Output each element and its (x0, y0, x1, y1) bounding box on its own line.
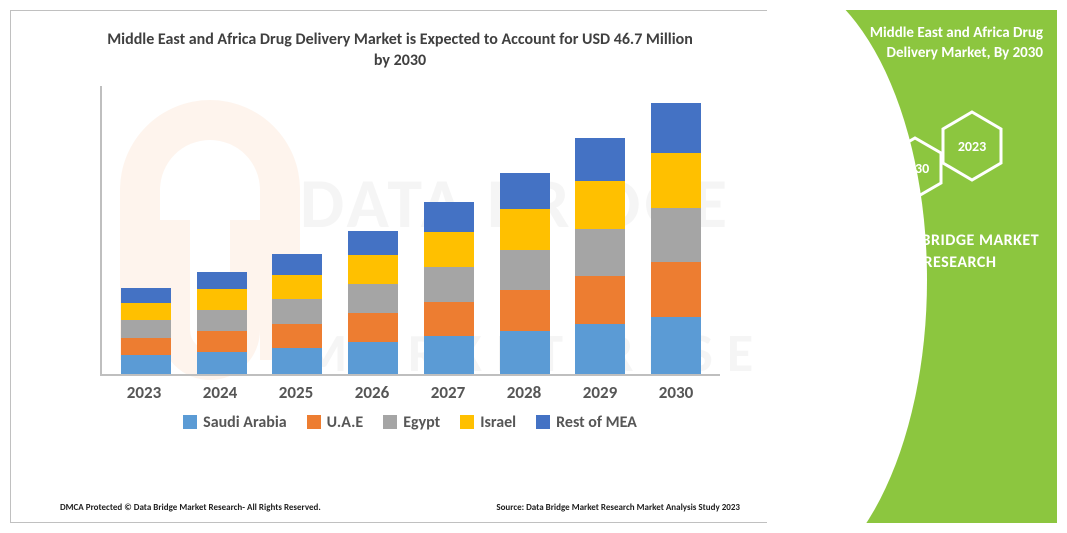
bar-seg-2030-rest-of-mea (651, 103, 701, 153)
bar-seg-2023-israel (121, 303, 171, 320)
legend-swatch (183, 415, 197, 429)
bar-seg-2025-israel (272, 275, 322, 299)
bar-seg-2029-u.a.e (575, 276, 625, 324)
xlabel-2026: 2026 (347, 382, 397, 403)
bar-seg-2028-egypt (500, 250, 550, 291)
bar-seg-2024-israel (197, 289, 247, 310)
bar-seg-2025-u.a.e (272, 324, 322, 348)
bar-seg-2028-israel (500, 209, 550, 250)
hexagon-back-label: 2030 (901, 160, 929, 177)
bar-seg-2025-rest-of-mea (272, 254, 322, 275)
bar-seg-2024-egypt (197, 310, 247, 331)
legend-swatch (383, 415, 397, 429)
bar-2026 (348, 231, 398, 374)
bar-seg-2027-egypt (424, 267, 474, 302)
xlabel-2029: 2029 (575, 382, 625, 403)
bar-2027 (424, 202, 474, 374)
bar-2024 (197, 272, 247, 374)
bar-seg-2026-rest-of-mea (348, 231, 398, 255)
chart-container: Middle East and Africa Drug Delivery Mar… (60, 20, 740, 490)
bar-seg-2029-saudi-arabia (575, 324, 625, 374)
legend-item-israel: Israel (460, 413, 516, 432)
bar-seg-2029-rest-of-mea (575, 138, 625, 181)
bar-seg-2025-egypt (272, 299, 322, 323)
bar-seg-2027-saudi-arabia (424, 336, 474, 373)
hexagon-group: 2030 2023 (897, 108, 1057, 218)
bar-seg-2026-u.a.e (348, 313, 398, 342)
xlabel-2024: 2024 (195, 382, 245, 403)
bar-seg-2030-u.a.e (651, 262, 701, 317)
right-panel-brand: DATA BRIDGE MARKET RESEARCH (877, 230, 1043, 275)
bar-seg-2030-saudi-arabia (651, 317, 701, 374)
legend-swatch (536, 415, 550, 429)
bar-seg-2024-u.a.e (197, 331, 247, 352)
bar-seg-2029-egypt (575, 229, 625, 277)
bar-2023 (121, 288, 171, 374)
chart-plot (100, 86, 720, 376)
right-panel: Middle East and Africa Drug Delivery Mar… (767, 10, 1057, 523)
bar-seg-2027-israel (424, 232, 474, 267)
bar-seg-2023-saudi-arabia (121, 355, 171, 374)
footer-copyright: DMCA Protected © Data Bridge Market Rese… (60, 502, 321, 513)
legend-label: U.A.E (327, 413, 364, 432)
xlabel-2027: 2027 (423, 382, 473, 403)
bar-2029 (575, 138, 625, 373)
xlabel-2025: 2025 (271, 382, 321, 403)
bar-seg-2023-u.a.e (121, 338, 171, 355)
legend-item-saudi-arabia: Saudi Arabia (183, 413, 287, 432)
bar-seg-2028-rest-of-mea (500, 173, 550, 209)
bar-seg-2027-rest-of-mea (424, 202, 474, 232)
hexagon-front-label: 2023 (958, 138, 986, 155)
chart-title: Middle East and Africa Drug Delivery Mar… (100, 30, 700, 72)
bar-seg-2030-egypt (651, 208, 701, 263)
legend-label: Saudi Arabia (203, 413, 287, 432)
bar-seg-2024-rest-of-mea (197, 272, 247, 289)
chart-legend: Saudi Arabia U.A.E Egypt Israel Rest of MEA (100, 413, 720, 432)
xlabel-2028: 2028 (499, 382, 549, 403)
bar-seg-2024-saudi-arabia (197, 352, 247, 374)
bar-seg-2025-saudi-arabia (272, 348, 322, 374)
bar-seg-2030-israel (651, 153, 701, 208)
bar-seg-2028-saudi-arabia (500, 331, 550, 374)
x-axis-labels: 2023 2024 2025 2026 2027 2028 2029 2030 (100, 382, 720, 403)
bar-seg-2026-saudi-arabia (348, 342, 398, 373)
legend-item-rest-of-mea: Rest of MEA (536, 413, 637, 432)
legend-swatch (307, 415, 321, 429)
bar-2028 (500, 173, 550, 374)
legend-label: Israel (480, 413, 516, 432)
bar-2025 (272, 254, 322, 373)
bar-seg-2027-u.a.e (424, 302, 474, 337)
legend-item-egypt: Egypt (383, 413, 440, 432)
legend-item-u.a.e: U.A.E (307, 413, 364, 432)
bar-seg-2023-egypt (121, 320, 171, 337)
bar-seg-2028-u.a.e (500, 290, 550, 331)
legend-swatch (460, 415, 474, 429)
bar-seg-2023-rest-of-mea (121, 288, 171, 303)
hexagon-icons: 2030 2023 (897, 108, 1057, 218)
footer: DMCA Protected © Data Bridge Market Rese… (60, 502, 740, 513)
right-panel-title: Middle East and Africa Drug Delivery Mar… (837, 24, 1043, 63)
legend-label: Egypt (403, 413, 440, 432)
bar-seg-2026-israel (348, 255, 398, 284)
footer-source: Source: Data Bridge Market Research Mark… (496, 502, 740, 513)
legend-label: Rest of MEA (556, 413, 637, 432)
xlabel-2023: 2023 (119, 382, 169, 403)
xlabel-2030: 2030 (651, 382, 701, 403)
bar-seg-2029-israel (575, 181, 625, 229)
bar-seg-2026-egypt (348, 284, 398, 313)
bar-2030 (651, 103, 701, 374)
